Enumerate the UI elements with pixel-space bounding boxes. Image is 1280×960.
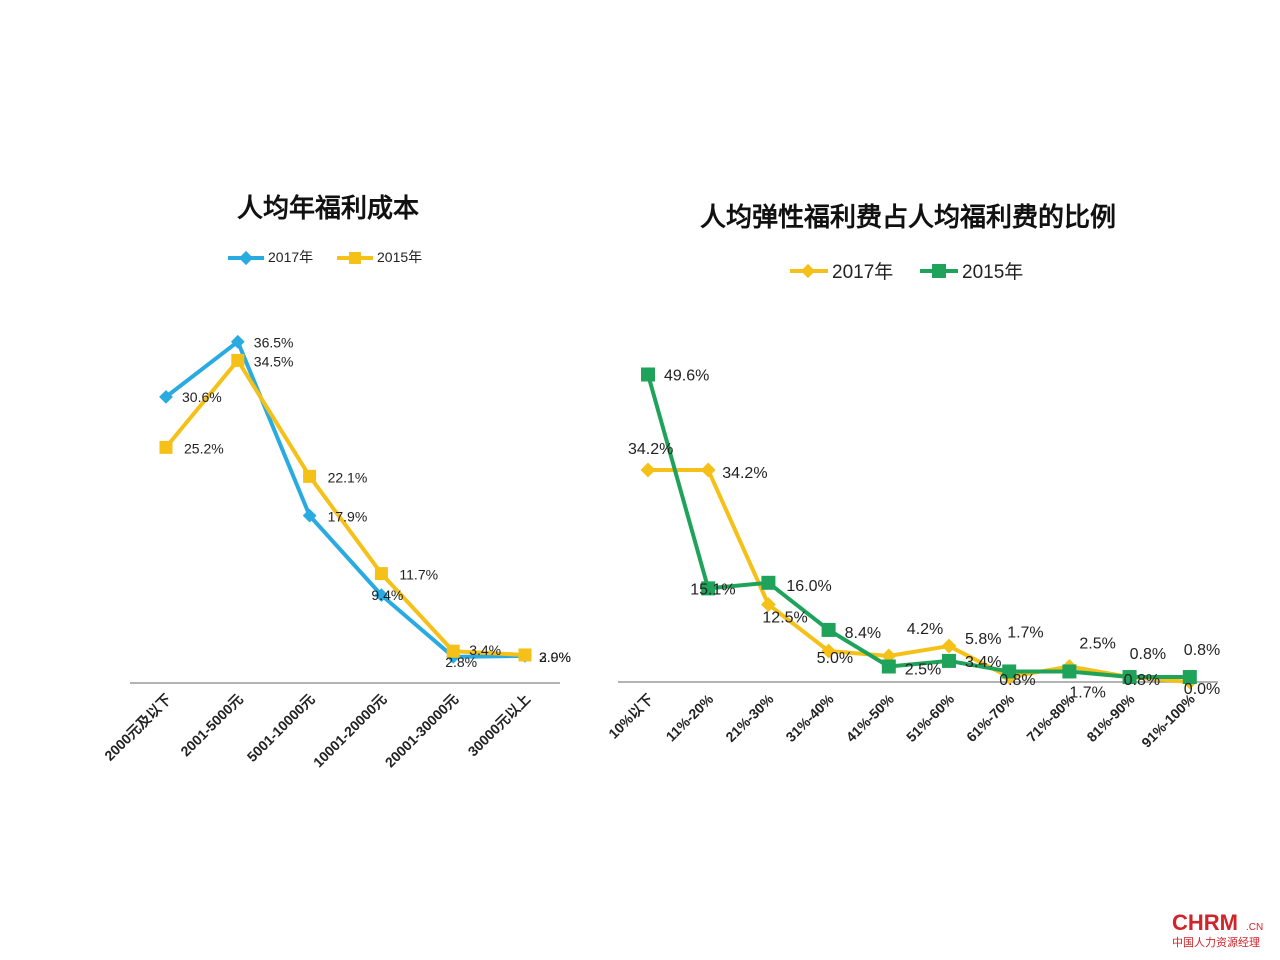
chart2-series-2017年-data-label: 12.5%: [762, 610, 807, 627]
chart1-series-2015年-data-label: 25.2%: [184, 440, 224, 456]
chart2-series-2015年-point: [1002, 664, 1017, 679]
chart1-series-2015年-line: [164, 358, 526, 657]
chart2-series-2017年-data-label: 34.2%: [628, 441, 673, 458]
logo-subtitle: 中国人力资源经理: [1172, 935, 1260, 949]
chart2-series-2015年-point: [821, 622, 836, 637]
chart1-series-2017年-data-label: 36.5%: [254, 335, 294, 351]
logo-suffix-text: .CN: [1246, 922, 1263, 933]
left-legend-2017-label: 2017年: [268, 249, 313, 265]
chart2-series-2015年-data-label: 49.6%: [664, 367, 709, 384]
chart1-series-2017年-data-label: 30.6%: [182, 389, 222, 405]
chart2-series-2017年-data-label: 2.5%: [1079, 636, 1115, 653]
chart2-series-2015年-point: [942, 653, 956, 668]
chart2-x-tick-label: 61%-70%: [963, 690, 1018, 745]
chart2-series-2017年-data-label: 0.8%: [999, 672, 1035, 689]
chart1-x-tick-label: 20001-30000元: [382, 691, 462, 771]
chart2-series-2017年-point: [640, 462, 656, 478]
right-legend-2015-label: 2015年: [962, 261, 1023, 283]
chart1-series-2017年-data-label: 2.8%: [445, 654, 477, 670]
left-plot-area: 2000元及以下 2001-5000元5001-10000元10001-20000…: [101, 335, 571, 771]
chart1-series-2017年-data-label: 17.9%: [328, 509, 368, 525]
chart2-x-tick-label: 10%以下: [605, 691, 656, 742]
chart2-x-tick-label: 91%-100%: [1138, 690, 1198, 750]
chart2-series-2017年-data-label: 4.2%: [907, 621, 943, 638]
chart2-series-2017年-point: [821, 643, 837, 659]
chart1-series-2015年-data-label: 11.7%: [399, 567, 438, 583]
chart2-series-2015年-point: [701, 581, 716, 596]
chart2-series-2015年-data-label: 3.4%: [965, 654, 1001, 671]
chart1-series-2015年-point: [159, 440, 173, 454]
right-legend-2015-marker: [932, 264, 946, 278]
chart2-series-2015年-point: [641, 367, 655, 382]
chart1-series-2017年-point: [159, 389, 173, 404]
chart2-series-2015年-point: [1062, 664, 1077, 679]
chart1-series-2015年-data-label: 22.1%: [328, 469, 368, 485]
chart2-series-2015年-data-label: 16.0%: [786, 578, 831, 595]
chart1-series-2017年-data-label: 2.9%: [539, 649, 571, 665]
chart2-x-tick-label: 41%-50%: [843, 690, 898, 745]
chart1-series-2017年-line: [164, 339, 526, 659]
chart1-series-2015年-data-label: 3.0%: [539, 649, 571, 665]
chart2-series-2017年-data-label: 0.0%: [1184, 681, 1220, 698]
left-legend-2015-label: 2015年: [377, 249, 422, 265]
chart2-x-tick-label: 21%-30%: [722, 690, 777, 745]
right-legend: 2017年 2015年: [790, 261, 1023, 283]
chart2-series-2015年-data-label: 0.8%: [1184, 642, 1220, 659]
right-legend-2017-label: 2017年: [832, 261, 893, 283]
chart2-series-2017年-point: [700, 462, 716, 478]
chart2-series-2015年-point: [1182, 670, 1197, 685]
chart2-series-2017年-data-label: 5.0%: [817, 650, 853, 667]
left-legend-2015-marker: [349, 252, 361, 264]
chart2-series-2017年-data-label: 0.8%: [1130, 646, 1166, 663]
chart1-x-tick-label: 2001-5000元: [177, 691, 246, 760]
chart1-series-2017年-point: [374, 588, 389, 603]
chrm-logo: CHRM .CN 中国人力资源经理: [1172, 910, 1263, 949]
chart2-series-2017年-point: [941, 638, 957, 654]
right-plot-area: 10%以下 11%-20% 21%-30% 31%-40% 41%-50% 51%-60%…: [605, 367, 1220, 751]
chart1-series-2015年-point: [303, 469, 317, 483]
chart1-x-tick-label: 10001-20000元: [310, 691, 390, 771]
chart2-series-2015年-data-label: 8.4%: [845, 625, 881, 642]
chart2-series-2015年-data-label: 15.1%: [690, 581, 735, 598]
chart2-series-2015年-data-label: 0.8%: [1124, 672, 1160, 689]
chart2-series-2015年-point: [761, 575, 776, 590]
chart1-series-2015年-point: [231, 353, 245, 367]
chart1-series-2015年-point: [374, 567, 388, 581]
chart2-x-tick-label: 51%-60%: [903, 690, 958, 745]
chart2-x-tick-label: 31%-40%: [782, 690, 837, 745]
chart2-series-2015年-point: [1122, 670, 1137, 685]
chart2-series-2015年-data-label: 1.7%: [1007, 624, 1043, 641]
chart2-series-2015年-line: [646, 373, 1190, 680]
chart1-series-2015年-point: [446, 644, 460, 658]
chart1-series-2015年-point: [518, 648, 532, 662]
chart2-series-2015年-data-label: 1.7%: [1069, 684, 1105, 701]
chart1-series-2017年-data-label: 9.4%: [371, 587, 403, 603]
chart1-x-tick-label: 2000元及以下: [101, 691, 174, 764]
left-legend-2017-marker: [238, 250, 254, 266]
chart1-series-2015年-data-label: 3.4%: [469, 642, 501, 658]
chart1-x-tick-label: 5001-10000元: [244, 691, 318, 765]
chart2-series-2017年-data-label: 34.2%: [722, 465, 767, 482]
chart2-series-2015年-point: [881, 659, 896, 674]
right-chart-title: 人均弹性福利费占人均福利费的比例: [700, 202, 1116, 233]
left-legend: 2017年 2015年: [228, 249, 422, 266]
right-legend-2017-marker: [800, 263, 816, 279]
chart2-series-2017年-data-label: 5.8%: [965, 631, 1001, 648]
chart1-series-2017年-point: [302, 508, 317, 523]
chart1-x-tick-label: 30000元以上: [465, 691, 534, 760]
right-chart: 人均弹性福利费占人均福利费的比例 2017年 2015年 10%以下 11%-20…: [605, 202, 1220, 751]
chart1-series-2015年-data-label: 34.5%: [254, 353, 294, 369]
left-chart-title: 人均年福利成本: [237, 193, 419, 224]
chart2-series-2015年-data-label: 2.5%: [905, 662, 941, 679]
chart2-series-2017年-point: [760, 597, 776, 612]
logo-main-text: CHRM: [1172, 910, 1238, 935]
chart1-series-2017年-point: [230, 334, 245, 349]
chart2-x-tick-label: 11%-20%: [663, 690, 717, 744]
chart2-series-2017年-line: [648, 467, 1190, 684]
left-chart: 人均年福利成本 2017年 2015年 2000元及以下 2001-5000元50…: [101, 193, 571, 770]
